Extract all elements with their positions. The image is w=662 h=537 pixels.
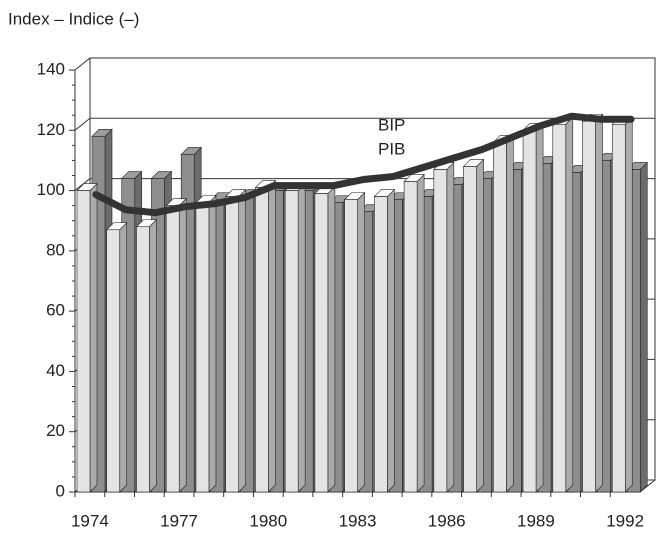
bar-side	[208, 194, 217, 493]
annotation: BIP	[378, 115, 405, 134]
bar	[463, 166, 477, 493]
bar-side	[119, 222, 128, 493]
bar-side	[89, 182, 98, 493]
y-tick-label: 20	[46, 421, 65, 440]
bar	[552, 123, 567, 493]
bar-side	[595, 113, 603, 493]
bar-side	[565, 116, 574, 493]
bar	[493, 142, 507, 493]
x-tick-label: 1992	[606, 511, 644, 530]
y-tick-label: 100	[37, 180, 65, 199]
bar-side	[178, 197, 187, 493]
bar	[106, 229, 121, 493]
bar	[522, 129, 537, 493]
bar-side	[268, 179, 276, 493]
bar	[314, 193, 329, 493]
bar	[403, 181, 418, 493]
y-tick-label: 80	[46, 240, 65, 259]
y-tick-label: 140	[37, 59, 65, 78]
bar-side	[416, 173, 425, 493]
x-tick-label: 1989	[517, 511, 555, 530]
grid-line	[74, 57, 91, 71]
bar	[611, 123, 626, 493]
bar	[255, 187, 269, 493]
bar	[284, 190, 299, 493]
bar-side	[506, 134, 514, 493]
bar	[582, 120, 596, 493]
y-tick-label: 120	[37, 120, 65, 139]
bar-side	[476, 158, 484, 493]
bar-side	[297, 182, 306, 493]
bar	[225, 196, 239, 493]
bar-side	[238, 188, 246, 493]
grid-line	[74, 178, 91, 191]
bar	[195, 202, 210, 493]
bar-side	[535, 122, 544, 493]
x-tick-label: 1983	[339, 511, 377, 530]
line	[92, 112, 635, 217]
y-tick-label: 40	[46, 361, 65, 380]
annotation: PIB	[378, 139, 405, 158]
chart-title: Index – Indice (–)	[8, 9, 139, 28]
bar-side	[639, 161, 648, 493]
bar	[136, 226, 150, 493]
bar-side	[327, 185, 336, 493]
grid-line	[74, 117, 91, 131]
x-tick-label: 1980	[249, 511, 287, 530]
y-tick-label: 60	[46, 301, 65, 320]
bar	[165, 205, 180, 493]
bar-side	[149, 219, 157, 493]
bar	[374, 196, 388, 493]
bar	[76, 190, 91, 493]
bar	[344, 199, 358, 493]
bar-side	[624, 116, 633, 493]
bar-side	[387, 188, 395, 493]
x-tick-label: 1986	[428, 511, 466, 530]
bar	[433, 169, 448, 493]
x-tick-label: 1977	[160, 511, 198, 530]
bar-side	[446, 161, 455, 493]
x-tick-label: 1974	[71, 511, 109, 530]
bar-side	[357, 191, 365, 493]
y-tick-label: 0	[56, 481, 65, 500]
